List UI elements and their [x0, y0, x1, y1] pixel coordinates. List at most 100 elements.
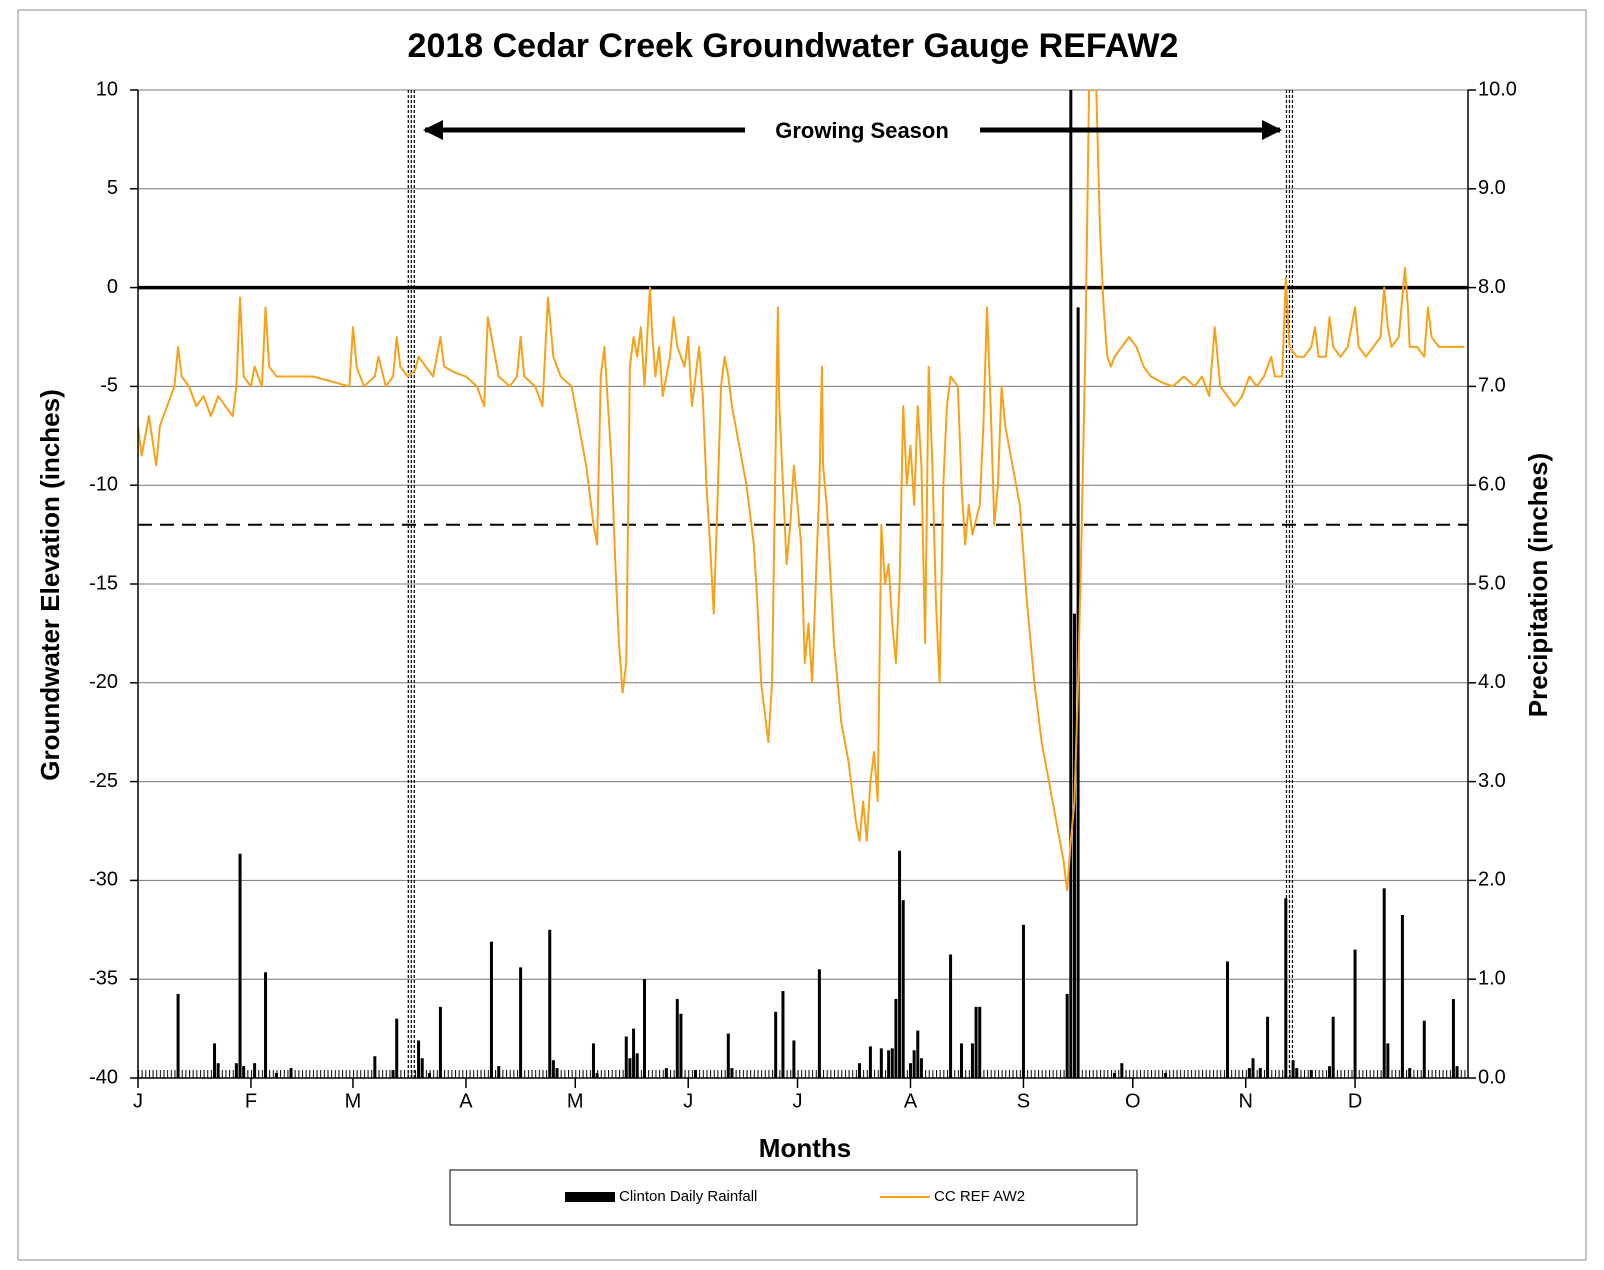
bar [238, 853, 242, 1078]
legend: Clinton Daily Rainfall CC REF AW2 [565, 1188, 1025, 1205]
bar [898, 850, 902, 1078]
bar [1382, 888, 1386, 1078]
bar [974, 1006, 978, 1078]
bar [213, 1043, 217, 1078]
x-tick-label: J [793, 1090, 803, 1112]
y2-tick-label: 0.0 [1478, 1066, 1506, 1088]
bar [417, 1040, 421, 1078]
y-tick-label: 0 [107, 276, 118, 298]
x-tick-label: S [1017, 1090, 1030, 1112]
bar [1451, 998, 1455, 1078]
y2-tick-label: 7.0 [1478, 375, 1506, 397]
bar [1021, 924, 1025, 1078]
y2-tick-label: 5.0 [1478, 572, 1506, 594]
bar [1266, 1016, 1270, 1078]
bar [817, 969, 821, 1078]
y2-tick-label: 4.0 [1478, 671, 1506, 693]
y2-tick-label: 10.0 [1478, 78, 1517, 100]
bar [919, 1058, 923, 1078]
y2-tick-label: 1.0 [1478, 967, 1506, 989]
bar [879, 1048, 883, 1078]
plot-area [138, 90, 1468, 1078]
y-tick-label: 10 [96, 78, 118, 100]
bar [1400, 914, 1404, 1078]
x-tick-label: A [904, 1090, 918, 1112]
bar [489, 941, 493, 1078]
bar [420, 1058, 424, 1078]
bar [1331, 1016, 1335, 1078]
bar [1386, 1043, 1390, 1078]
x-tick-label: M [567, 1090, 584, 1112]
bar [792, 1040, 796, 1078]
bar [642, 979, 646, 1078]
x-tick-label: D [1348, 1090, 1362, 1112]
legend-swatch [565, 1192, 615, 1202]
bar [373, 1056, 377, 1078]
frame [17, 9, 1587, 1261]
legend-label: Clinton Daily Rainfall [619, 1188, 757, 1205]
x-tick-label: M [345, 1090, 362, 1112]
bar [949, 954, 953, 1078]
bar [548, 929, 552, 1078]
bar [264, 972, 268, 1078]
bar [868, 1046, 872, 1078]
day-ticks [138, 1070, 1468, 1078]
bar [679, 1013, 683, 1078]
x-tick-label: J [683, 1090, 693, 1112]
x-tick-label: F [245, 1090, 257, 1112]
ticks: 10 5 0 -5 -10 -15 -20 -25 -30 -35 -40 10.0 9.0 8.0 7.0… [89, 78, 1517, 1112]
bar [675, 998, 679, 1078]
y-tick-label: -40 [89, 1066, 118, 1088]
bar [1065, 994, 1069, 1078]
y-axis-title: Groundwater Elevation (inches) [35, 389, 65, 781]
bar [781, 991, 785, 1078]
bar [1353, 949, 1357, 1078]
bar [894, 998, 898, 1078]
y-tick-label: -25 [89, 770, 118, 792]
bar [628, 1058, 632, 1078]
legend-box [449, 1169, 1138, 1226]
bar [890, 1048, 894, 1078]
bar [970, 1043, 974, 1078]
bar [624, 1036, 628, 1078]
bar [1069, 90, 1073, 1078]
y2-tick-label: 9.0 [1478, 177, 1506, 199]
annotation: Growing Season [775, 118, 949, 143]
x-tick-label: N [1238, 1090, 1252, 1112]
bar [960, 1043, 964, 1078]
y-tick-label: -30 [89, 869, 118, 891]
bar [887, 1050, 891, 1078]
chart-title: 2018 Cedar Creek Groundwater Gauge REFAW… [408, 27, 1179, 65]
bar [438, 1006, 442, 1078]
bar [551, 1060, 555, 1078]
x-tick-label: O [1125, 1090, 1141, 1112]
y-tick-label: -15 [89, 572, 118, 594]
y-tick-label: 5 [107, 177, 118, 199]
bar [916, 1030, 920, 1078]
y2-tick-label: 2.0 [1478, 869, 1506, 891]
bar [395, 1018, 399, 1078]
y-tick-label: -20 [89, 671, 118, 693]
y-tick-label: -5 [100, 375, 118, 397]
bar [1284, 898, 1288, 1078]
y2-tick-label: 3.0 [1478, 770, 1506, 792]
bar [1251, 1058, 1255, 1078]
bar [635, 1053, 639, 1078]
x-tick-label: J [133, 1090, 143, 1112]
bar [1422, 1020, 1426, 1078]
bar [176, 994, 180, 1078]
bar [1291, 1060, 1295, 1078]
bar [1072, 613, 1076, 1078]
bar [978, 1006, 982, 1078]
y2-axis-title: Precipitation (inches) [1523, 453, 1553, 717]
y2-tick-label: 6.0 [1478, 473, 1506, 495]
bar [901, 900, 905, 1078]
bar [632, 1028, 636, 1078]
bar [591, 1043, 595, 1078]
bar [912, 1050, 916, 1078]
y-tick-label: -10 [89, 473, 118, 495]
bar [519, 967, 523, 1078]
y-tick-label: -35 [89, 967, 118, 989]
bar [726, 1033, 730, 1078]
